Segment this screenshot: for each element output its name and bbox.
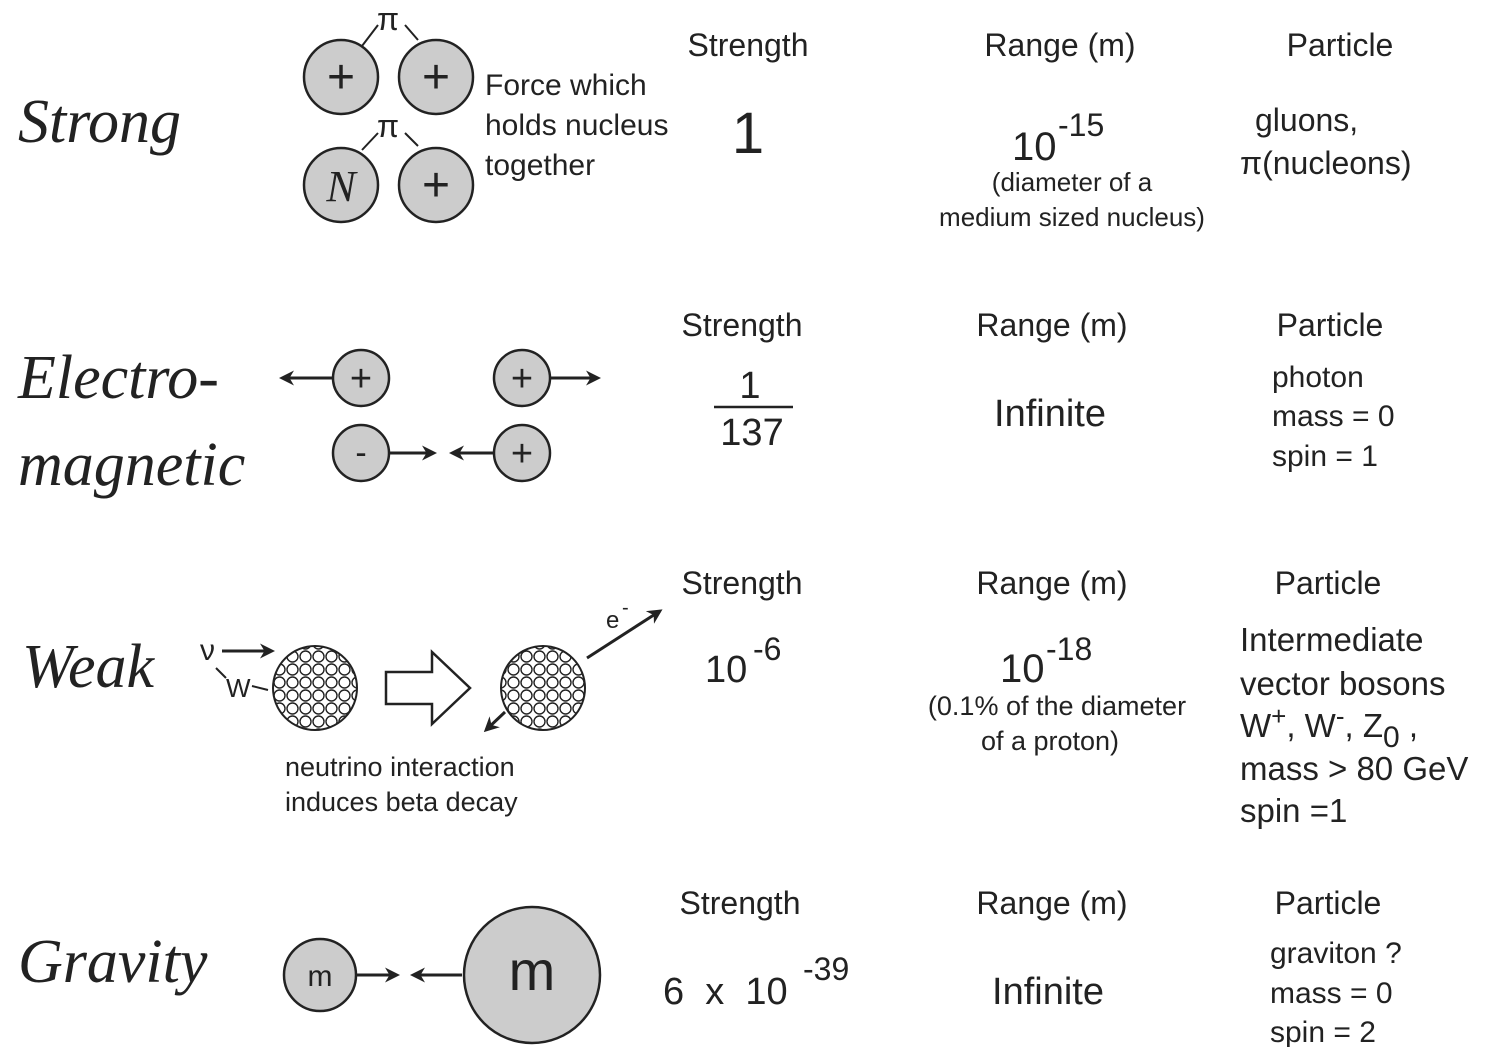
particle: spin =1 bbox=[1240, 792, 1347, 829]
charge: + bbox=[350, 358, 372, 400]
boson-sub: 0 bbox=[1383, 721, 1400, 754]
boson-text: , W bbox=[1286, 707, 1336, 744]
header: Strength bbox=[682, 307, 803, 343]
charge: - bbox=[355, 434, 366, 472]
caption: holds nucleus bbox=[485, 109, 668, 142]
range-note: medium sized nucleus) bbox=[939, 202, 1205, 232]
strength-exp: -39 bbox=[803, 951, 849, 987]
range-note: (0.1% of the diameter bbox=[928, 691, 1186, 721]
particle: Intermediate bbox=[1240, 621, 1423, 658]
connector bbox=[361, 24, 419, 151]
particle-circle bbox=[331, 348, 391, 408]
boson-text: , Z bbox=[1345, 707, 1384, 744]
connector bbox=[215, 667, 269, 691]
particle: spin = 1 bbox=[1272, 440, 1378, 473]
force-name: Weak bbox=[22, 633, 155, 701]
mass-label: m bbox=[509, 939, 556, 1002]
gravity-row: Gravity m m Strength Range (m) Particle … bbox=[18, 885, 1402, 1047]
header: Strength bbox=[680, 885, 801, 921]
range: Infinite bbox=[992, 971, 1104, 1013]
boson-sup: - bbox=[1336, 701, 1345, 731]
mass-label: m bbox=[308, 960, 333, 993]
particle: gluons, bbox=[1255, 102, 1358, 138]
range-base: 10 bbox=[1000, 647, 1045, 691]
header: Range (m) bbox=[984, 27, 1135, 63]
caption: induces beta decay bbox=[285, 787, 518, 817]
electron-charge: - bbox=[622, 597, 629, 619]
boson-text: W bbox=[1240, 707, 1272, 744]
diagram-label: W bbox=[226, 673, 251, 703]
force-name: Gravity bbox=[18, 928, 208, 996]
header: Strength bbox=[688, 27, 809, 63]
particle: photon bbox=[1272, 361, 1364, 394]
range-note: of a proton) bbox=[981, 726, 1119, 756]
particle-circle bbox=[302, 146, 380, 224]
particle-circle bbox=[492, 423, 552, 483]
particle: mass = 0 bbox=[1272, 400, 1395, 433]
range-exp: -18 bbox=[1046, 631, 1092, 667]
range-note: (diameter of a bbox=[992, 167, 1153, 197]
diagram-label: ν bbox=[200, 634, 215, 667]
boson-text: , bbox=[1400, 707, 1418, 744]
electron-label: e bbox=[606, 607, 619, 634]
header: Particle bbox=[1275, 885, 1382, 921]
boson-line: W+, W-, Z0 , bbox=[1240, 701, 1418, 754]
charge: + bbox=[327, 51, 355, 104]
particle: mass > 80 GeV bbox=[1240, 750, 1468, 787]
strong-row: Strong π π + + N + Force which holds nuc… bbox=[18, 1, 1411, 232]
arrow bbox=[586, 609, 663, 660]
charge: + bbox=[511, 433, 533, 475]
em-row: Electro- magnetic + + - + Strength Range… bbox=[17, 307, 1395, 499]
header: Range (m) bbox=[976, 565, 1127, 601]
force-name: Strong bbox=[18, 88, 181, 156]
particle-circle bbox=[462, 905, 602, 1045]
strength-exp: -6 bbox=[753, 631, 781, 667]
transition-arrow bbox=[384, 649, 472, 727]
range-base: 10 bbox=[1012, 125, 1057, 169]
particle: π(nucleons) bbox=[1240, 145, 1411, 181]
strength-base: 6 x 10 bbox=[663, 971, 788, 1013]
particle: mass = 0 bbox=[1270, 977, 1393, 1010]
particle-circle bbox=[282, 937, 358, 1013]
exchange-label: π bbox=[377, 108, 399, 144]
force-name: magnetic bbox=[18, 431, 245, 499]
particle-circle bbox=[397, 146, 475, 224]
boson-sup: + bbox=[1271, 701, 1286, 731]
strength-numerator: 1 bbox=[739, 365, 760, 407]
weak-row: Weak ν W e - neutrino interaction induce… bbox=[22, 565, 1468, 829]
caption: together bbox=[485, 149, 595, 182]
nucleus bbox=[500, 645, 586, 731]
arrow bbox=[483, 710, 507, 733]
caption: Force which bbox=[485, 69, 647, 102]
range-exp: -15 bbox=[1058, 107, 1104, 143]
exchange-label: π bbox=[377, 1, 399, 37]
nucleus bbox=[272, 645, 358, 731]
particle: vector bosons bbox=[1240, 665, 1445, 702]
particle: graviton ? bbox=[1270, 937, 1402, 970]
caption: neutrino interaction bbox=[285, 752, 515, 782]
particle: spin = 2 bbox=[1270, 1016, 1376, 1047]
charge: N bbox=[325, 162, 358, 211]
range: Infinite bbox=[994, 393, 1106, 435]
force-name: Electro- bbox=[17, 344, 219, 412]
strength: 1 bbox=[732, 101, 764, 166]
header: Range (m) bbox=[976, 885, 1127, 921]
particle-circle bbox=[492, 348, 552, 408]
charge: + bbox=[511, 358, 533, 400]
strength-base: 10 bbox=[705, 649, 747, 691]
charge: + bbox=[422, 51, 450, 104]
header: Particle bbox=[1275, 565, 1382, 601]
header: Particle bbox=[1277, 307, 1384, 343]
charge: + bbox=[422, 159, 450, 212]
particle-circle bbox=[397, 38, 475, 116]
particle-circle bbox=[331, 423, 391, 483]
strength-denominator: 137 bbox=[720, 412, 783, 454]
header: Particle bbox=[1287, 27, 1394, 63]
header: Strength bbox=[682, 565, 803, 601]
header: Range (m) bbox=[976, 307, 1127, 343]
particle-circle bbox=[302, 38, 380, 116]
